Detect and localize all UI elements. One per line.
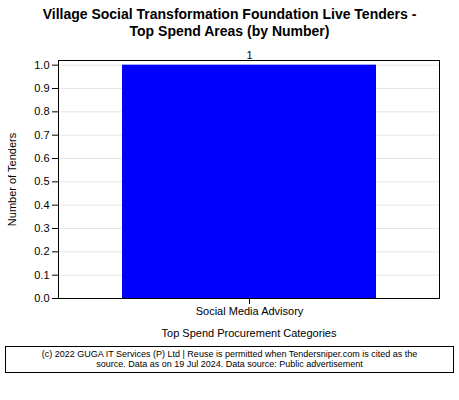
svg-text:Top Spend Procurement Categori: Top Spend Procurement Categories — [162, 326, 337, 338]
svg-text:0.5: 0.5 — [34, 175, 49, 187]
svg-text:0.0: 0.0 — [34, 292, 49, 304]
svg-text:0.2: 0.2 — [34, 245, 49, 257]
svg-text:Number of Tenders: Number of Tenders — [6, 132, 18, 226]
svg-text:0.4: 0.4 — [34, 198, 49, 210]
svg-text:0.1: 0.1 — [34, 268, 49, 280]
svg-text:0.7: 0.7 — [34, 128, 49, 140]
svg-text:0.3: 0.3 — [34, 222, 49, 234]
svg-text:1: 1 — [246, 49, 252, 61]
svg-text:Social Media Advisory: Social Media Advisory — [196, 305, 304, 317]
svg-text:0.9: 0.9 — [34, 82, 49, 94]
html-text:Village Social Transformation: Village Social Transformation Foundation… — [42, 6, 417, 39]
svg-text:1.0: 1.0 — [34, 58, 49, 70]
svg-text:0.8: 0.8 — [34, 105, 49, 117]
html-text:(c) 2022 GUGA IT Services (P): (c) 2022 GUGA IT Services (P) Ltd | Reus… — [41, 348, 418, 370]
svg-text:0.6: 0.6 — [34, 152, 49, 164]
